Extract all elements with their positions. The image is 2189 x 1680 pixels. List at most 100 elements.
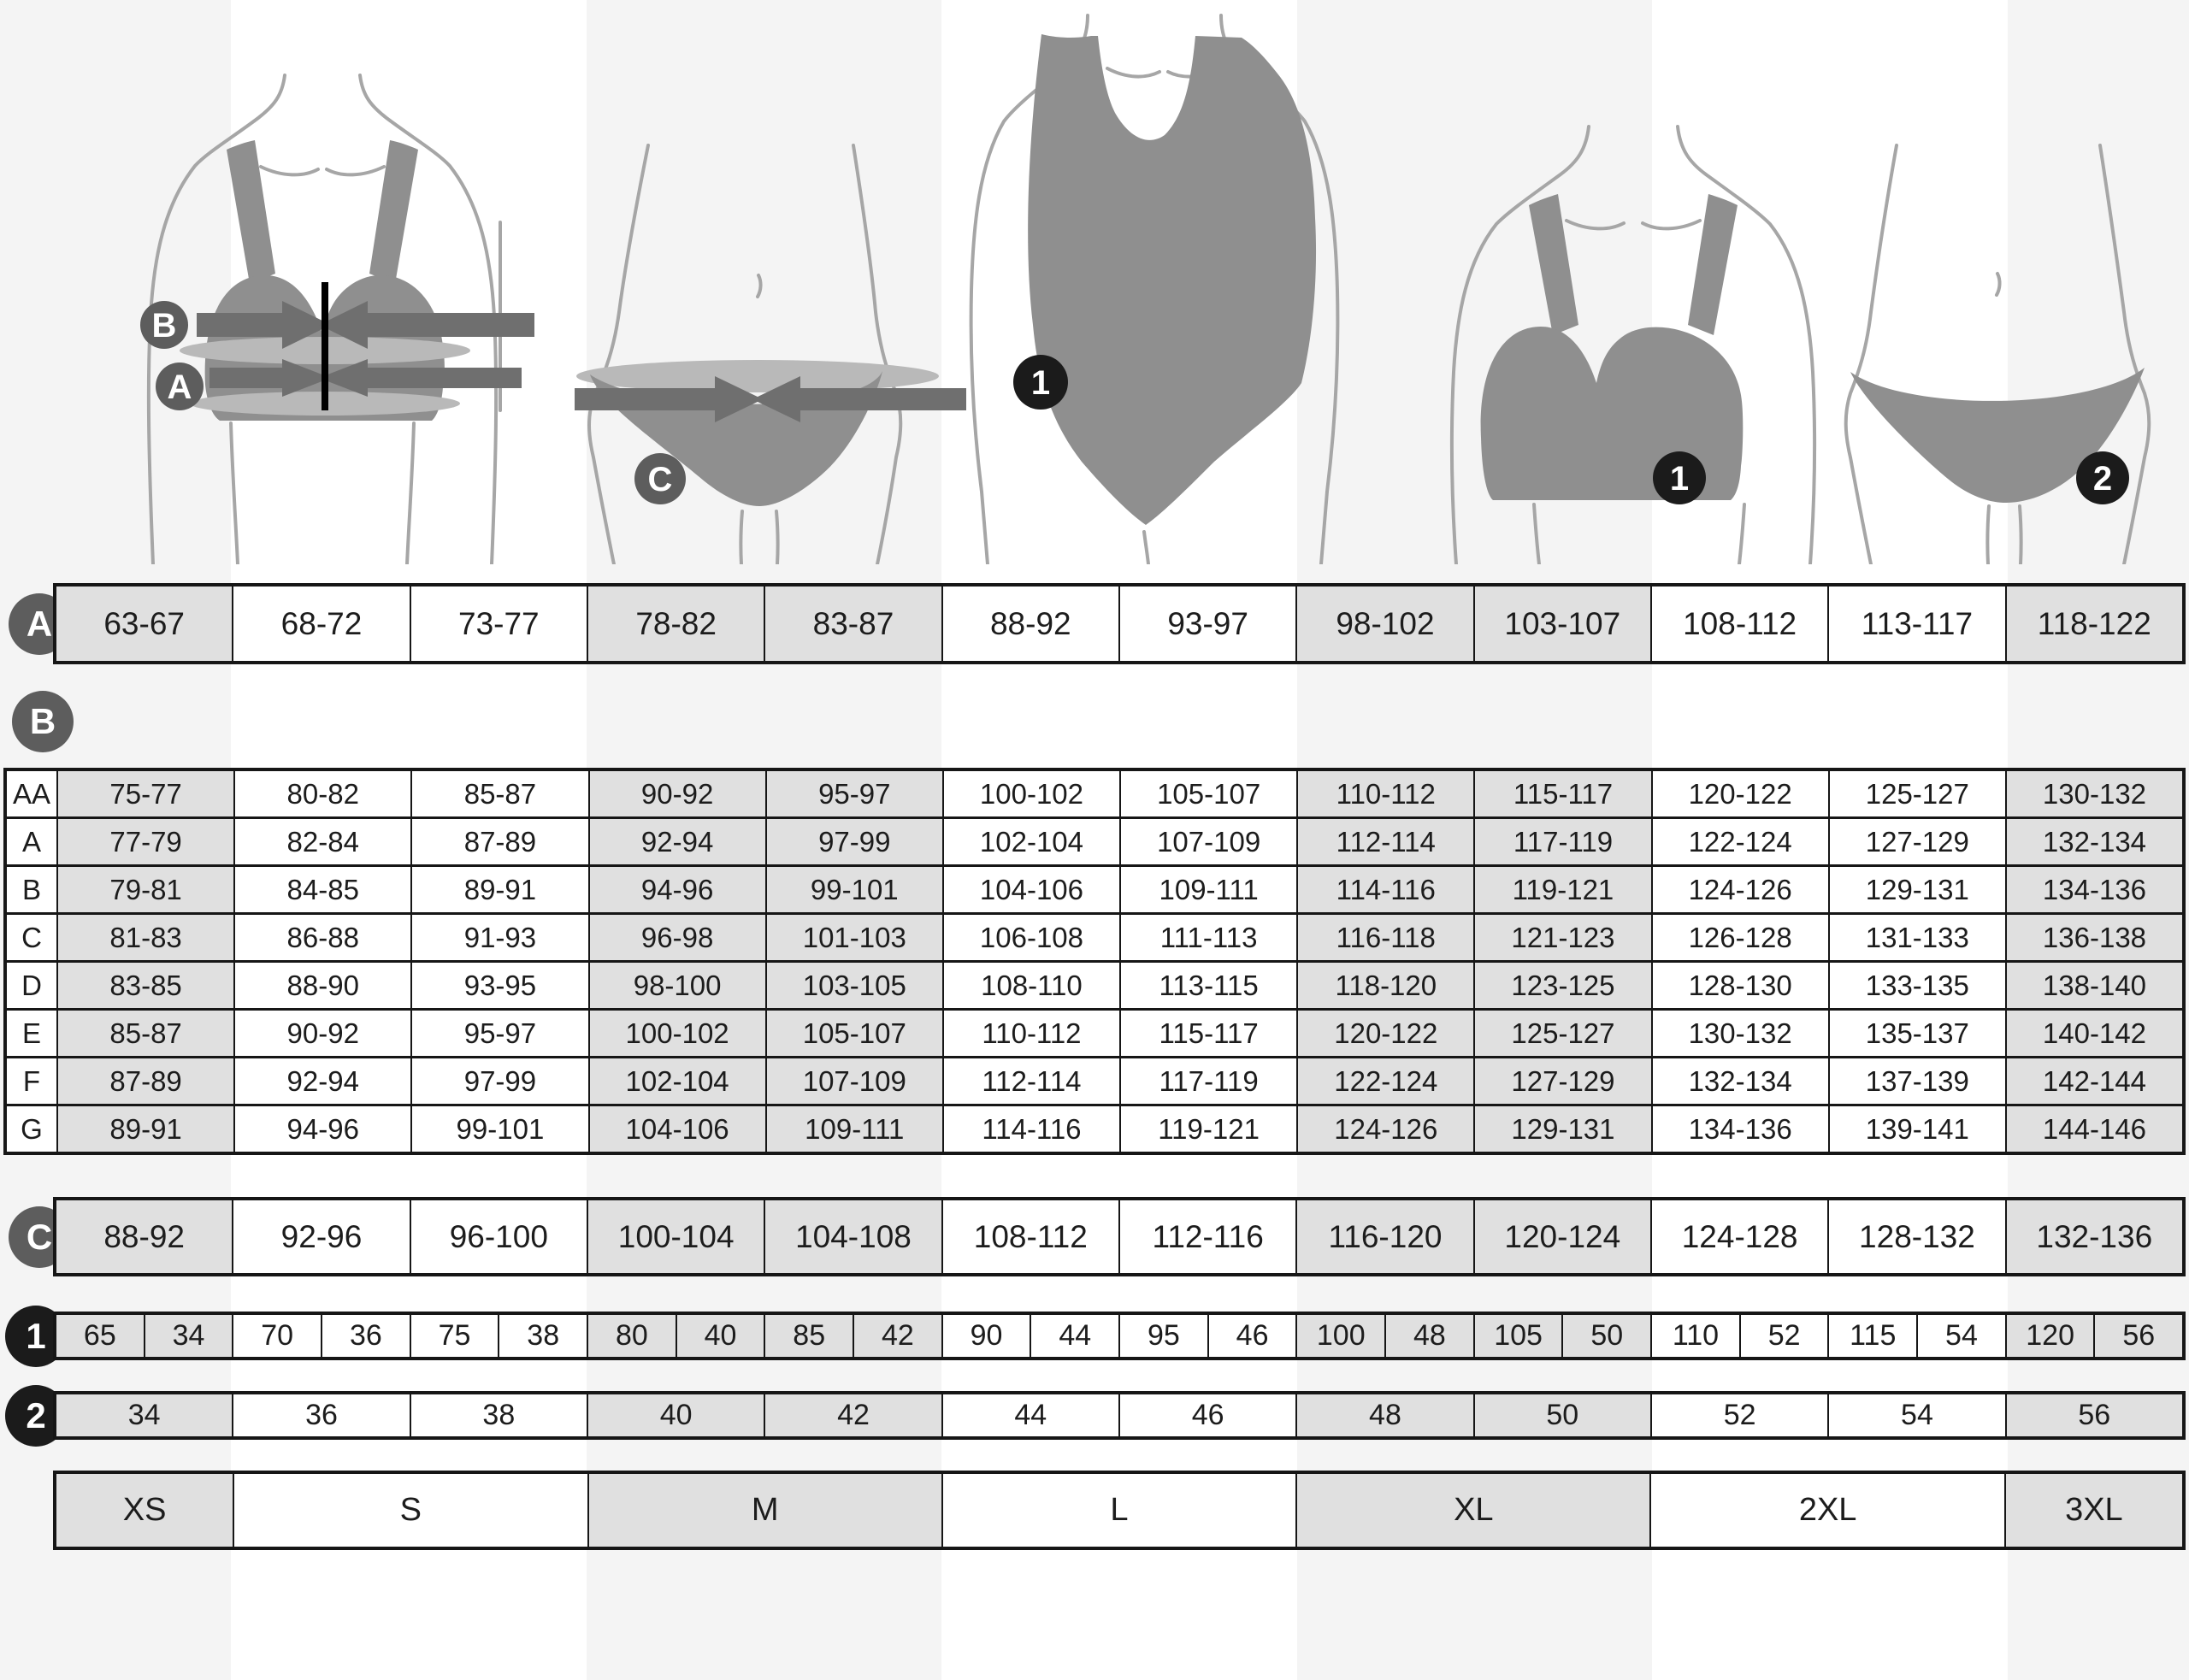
panties: [1850, 368, 2145, 503]
leg-line: [1985, 504, 1991, 566]
hips-cell: 104-108: [764, 1200, 941, 1273]
intl-size-cell: XS: [56, 1474, 233, 1547]
bra-size-cell: 65: [56, 1315, 144, 1357]
bra-size-cell: 42: [853, 1315, 941, 1357]
bust-cell: 132-134: [1650, 1058, 1828, 1104]
bust-cell: 129-131: [1827, 867, 2005, 912]
dress-size-cell: 50: [1472, 1394, 1650, 1436]
intl-size-cell: L: [941, 1474, 1296, 1547]
swimsuit: [1028, 34, 1317, 525]
dress-size-cell: 44: [941, 1394, 1118, 1436]
collarbone-line: [1641, 219, 1702, 231]
hips-cell: 88-92: [56, 1200, 233, 1273]
hips-band: [575, 388, 715, 410]
dress-size-cell: 54: [1827, 1394, 2005, 1436]
hips-cell: 108-112: [941, 1200, 1118, 1273]
cup-size-label: D: [7, 963, 56, 1008]
bust-cell: 110-112: [941, 1011, 1120, 1056]
bust-cell: 135-137: [1827, 1011, 2005, 1056]
bra-size-cell: 75: [409, 1315, 499, 1357]
underbust-cell: 68-72: [232, 587, 410, 661]
bust-cell: 140-142: [2004, 1011, 2183, 1056]
cup-row: C 81-83 86-88 91-93 96-98 101-103 106-108 111-1…: [7, 912, 2183, 960]
bust-cell: 87-89: [410, 819, 588, 864]
leg-line: [739, 510, 744, 566]
hips-cell: 96-100: [409, 1200, 587, 1273]
dress-size-cell: 52: [1649, 1394, 1828, 1436]
bust-cell: 87-89: [56, 1058, 234, 1104]
bra-strap: [1529, 194, 1578, 335]
bust-cell: 95-97: [410, 1011, 588, 1056]
collarbone-line: [1106, 67, 1161, 79]
bra-size-cell: 56: [2093, 1315, 2183, 1357]
bust-cell: 104-106: [587, 1106, 765, 1152]
arrow-left-icon: [319, 359, 368, 397]
cup-size-label: F: [7, 1058, 56, 1104]
international-size-row: XS S M L XL 2XL 3XL: [53, 1471, 2186, 1550]
cup-row: A 77-79 82-84 87-89 92-94 97-99 102-104 107-109…: [7, 816, 2183, 864]
bust-cell: 142-144: [2004, 1058, 2183, 1104]
panties-fit-figure: 2: [1830, 120, 2189, 566]
bust-cell: 101-103: [764, 915, 942, 960]
bust-cell: 85-87: [56, 1011, 234, 1056]
bra-size-cell: 100: [1295, 1315, 1385, 1357]
bust-cell: 99-101: [410, 1106, 588, 1152]
badge-a-label: A: [168, 368, 192, 406]
bust-cell: 83-85: [56, 963, 234, 1008]
bust-cell: 96-98: [587, 915, 765, 960]
bra-measurement-figure: B A: [68, 0, 564, 566]
badge-1-icon: [1653, 451, 1706, 504]
dress-size-row: 34 36 38 40 42 44 46 48 50 52 54 56: [53, 1391, 2186, 1440]
row-label-b: B: [12, 691, 74, 752]
bust-cell: 129-131: [1473, 1106, 1651, 1152]
bust-cell: 105-107: [764, 1011, 942, 1056]
arrow-left-icon: [752, 376, 800, 422]
leg-line: [2018, 504, 2023, 566]
bust-cell: 81-83: [56, 915, 234, 960]
bra-size-cell: 48: [1384, 1315, 1473, 1357]
bra-size-row: 65 34 70 36 75 38 80 40 85 42 90 44 95 46 100 48 105 50 11…: [53, 1312, 2186, 1360]
bust-cell: 93-95: [410, 963, 588, 1008]
underbust-cell: 63-67: [56, 587, 233, 661]
bra-size-cell: 38: [498, 1315, 587, 1357]
bust-cell: 92-94: [587, 819, 765, 864]
bust-cell: 84-85: [233, 867, 411, 912]
bust-cell: 98-100: [587, 963, 765, 1008]
bust-cell: 80-82: [233, 771, 411, 816]
bust-cell: 97-99: [764, 819, 942, 864]
bra-size-cell: 70: [232, 1315, 322, 1357]
bust-cell: 130-132: [1650, 1011, 1828, 1056]
bust-cell: 138-140: [2004, 963, 2183, 1008]
body-outline: [852, 144, 903, 566]
collarbone-line: [1565, 219, 1626, 231]
bust-cell: 109-111: [1119, 867, 1297, 912]
intl-size-cell: M: [587, 1474, 941, 1547]
bust-cell: 112-114: [1296, 819, 1474, 864]
bust-cell: 77-79: [56, 819, 234, 864]
underbust-cell: 118-122: [2004, 587, 2182, 661]
bust-cell: 102-104: [587, 1058, 765, 1104]
bust-cell: 127-129: [1473, 1058, 1651, 1104]
bust-cell: 137-139: [1827, 1058, 2005, 1104]
bust-cell: 134-136: [1650, 1106, 1828, 1152]
bust-cell: 85-87: [410, 771, 588, 816]
bust-cell: 106-108: [941, 915, 1120, 960]
bust-cell: 112-114: [941, 1058, 1120, 1104]
bust-cell: 113-115: [1119, 963, 1297, 1008]
navel-line: [1995, 272, 2002, 297]
underbust-cell: 103-107: [1472, 587, 1650, 661]
bust-cell: 88-90: [233, 963, 411, 1008]
badge-1-icon: [1013, 355, 1068, 410]
underbust-cell: 93-97: [1118, 587, 1296, 661]
underbust-cell: 113-117: [1827, 587, 2005, 661]
bust-cell: 126-128: [1650, 915, 1828, 960]
body-outline: [2098, 144, 2151, 566]
bra-size-cell: 50: [1561, 1315, 1651, 1357]
hips-cell: 124-128: [1649, 1200, 1828, 1273]
bust-cell: 124-126: [1650, 867, 1828, 912]
hips-cell: 120-124: [1472, 1200, 1650, 1273]
dress-size-cell: 56: [2004, 1394, 2182, 1436]
bust-cell: 95-97: [764, 771, 942, 816]
dress-size-cell: 36: [232, 1394, 410, 1436]
